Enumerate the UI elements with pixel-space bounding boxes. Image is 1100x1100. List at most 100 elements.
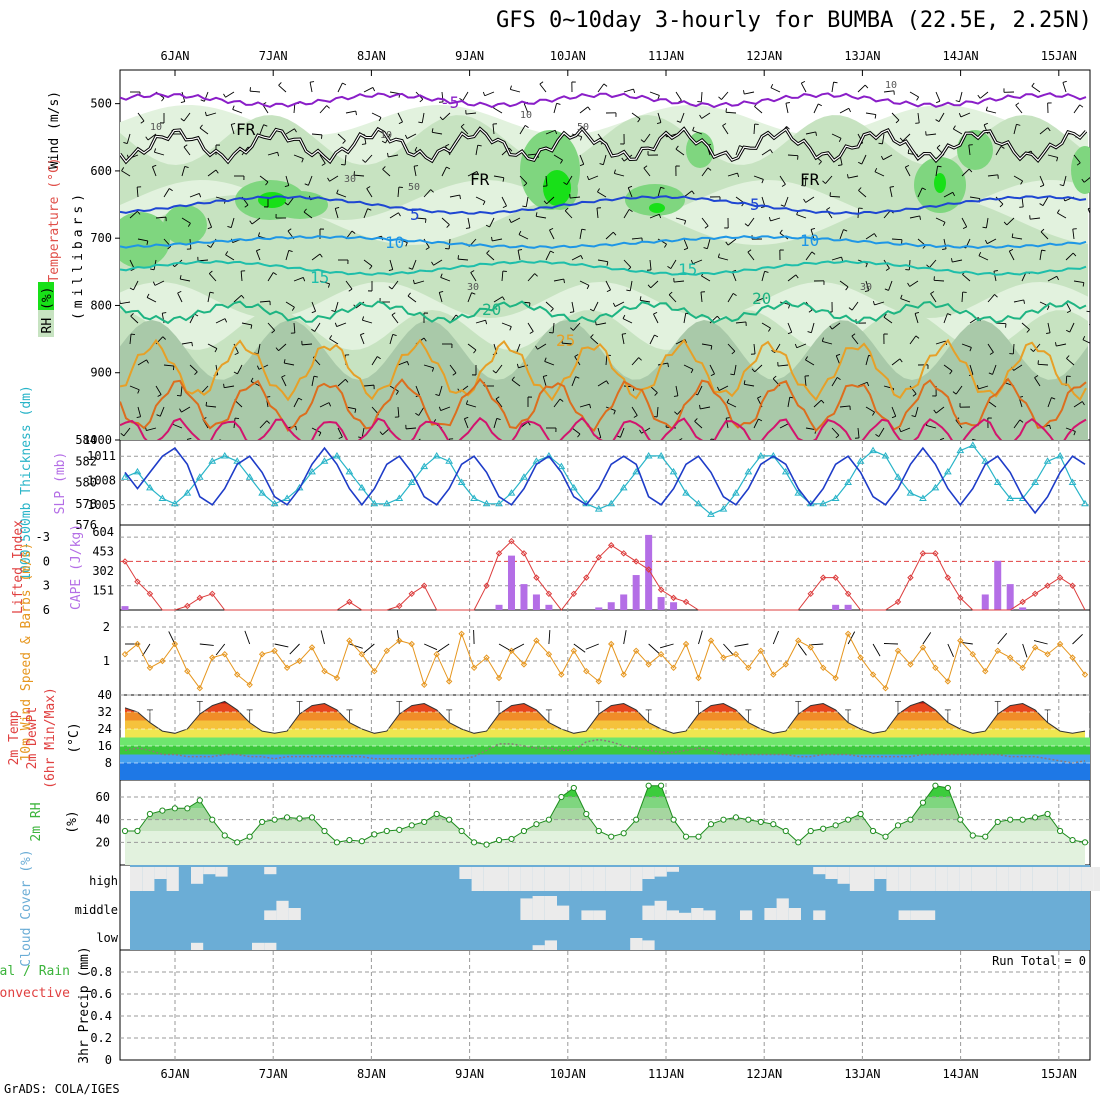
wind-barb-flag	[633, 88, 636, 94]
wind-barb	[1013, 299, 1024, 303]
wind-barb	[545, 301, 554, 310]
wind-barb-flag	[757, 395, 762, 399]
li-point	[184, 602, 191, 610]
rh-point	[732, 814, 740, 821]
wind-barb	[992, 364, 997, 375]
wind-barb	[423, 238, 430, 248]
top-day-label: 8JAN	[357, 49, 386, 63]
rh-point	[894, 822, 902, 829]
wind-barb	[722, 125, 729, 135]
rh-point	[645, 782, 652, 789]
wind-barb-flag	[404, 134, 408, 139]
wind-barb	[466, 112, 477, 115]
thickness-point	[557, 462, 566, 470]
thickness-point	[744, 467, 753, 475]
wind-barb	[493, 175, 504, 179]
rh-contour-label: 10	[885, 80, 897, 91]
wind-barb	[1092, 83, 1095, 92]
wind-barb-flag	[1003, 221, 1008, 226]
surface-wind-barb	[320, 630, 325, 645]
surface-wind-barb	[698, 630, 703, 645]
slp-axis-label: SLP (mb)	[53, 452, 68, 515]
wind-barb-flag	[1040, 228, 1045, 233]
wind-barb-flag	[398, 212, 401, 217]
wind-barb-flag	[249, 220, 253, 225]
wind-barb	[770, 217, 781, 222]
wind-barb	[311, 133, 323, 136]
temp-band	[125, 720, 1085, 729]
wind-barb	[1042, 196, 1049, 206]
wind-barb	[259, 420, 268, 429]
wind-barb	[796, 343, 807, 349]
wind-barb	[492, 124, 495, 135]
wind-barb	[199, 127, 209, 135]
wind-barb-flag	[161, 97, 165, 102]
wind-barb	[1083, 177, 1090, 183]
wind-barb	[154, 151, 165, 156]
wind-barb	[303, 211, 313, 219]
pressure-tick-label: 600	[90, 164, 112, 178]
wind-barb-flag	[177, 290, 182, 294]
rh-point	[982, 833, 989, 840]
wind-barb-flag	[1076, 162, 1081, 166]
wind-barb-flag	[518, 249, 523, 251]
thickness-point	[320, 457, 329, 464]
isotherm-label: 15	[310, 268, 329, 287]
wind-barb	[902, 133, 911, 142]
li-point	[495, 550, 503, 557]
wind-barb	[249, 90, 261, 93]
wind-barb-flag	[654, 334, 659, 338]
wind-speed-point	[832, 674, 839, 682]
rh-point	[458, 827, 465, 835]
wind-barb-flag	[511, 445, 512, 449]
cape-bar	[495, 604, 503, 610]
isotherm-label: -5	[440, 93, 459, 112]
cloud-mid-cell	[788, 908, 801, 920]
wind-barb-flag	[872, 300, 875, 306]
wind-barb	[511, 379, 521, 387]
wind-barb-flag	[613, 410, 616, 415]
wind-barb-flag	[1000, 145, 1005, 149]
surface-wind-barb	[947, 643, 954, 657]
wind-barb-flag	[452, 372, 457, 376]
rh-point	[146, 810, 154, 818]
wind-barb-flag	[560, 159, 563, 164]
cloud-high-cell	[935, 867, 948, 891]
wind-barb-flag	[743, 90, 745, 95]
wind-barb	[865, 233, 875, 240]
wind-barb	[181, 341, 192, 345]
wind-barb	[800, 82, 807, 93]
wind-barb	[978, 255, 989, 261]
rh-point	[408, 822, 415, 829]
li-point	[1031, 590, 1039, 598]
wind-barb	[883, 316, 893, 324]
li-point	[657, 586, 665, 593]
wind-barb	[735, 321, 746, 324]
wind-speed-point	[844, 630, 852, 638]
wind-barb	[353, 174, 365, 177]
wind-barb	[362, 319, 373, 324]
wind-speed-point	[209, 654, 216, 661]
wind-barb	[995, 196, 1004, 205]
thickness-point	[283, 494, 291, 501]
wind-barb	[163, 364, 174, 367]
cape-axis-label: CAPE (J/kg)	[69, 524, 84, 610]
wind-barb-flag	[348, 288, 353, 292]
wind-barb-flag	[233, 371, 238, 375]
wind-barb-flag	[496, 417, 501, 421]
wind-speed-point	[1019, 664, 1026, 672]
wind-barb	[701, 275, 711, 282]
wind-barb-flag	[1059, 184, 1064, 187]
wind-barb-flag	[626, 289, 631, 292]
wind-barb-flag	[589, 404, 592, 409]
wind-barb	[727, 293, 734, 303]
wind-barb-flag	[336, 189, 339, 194]
wind-barb-flag	[613, 169, 616, 174]
wind-barb	[293, 154, 304, 160]
isotherm-25	[120, 338, 1087, 402]
wind-barb	[961, 217, 968, 228]
wind-barb	[900, 427, 911, 433]
wind-barb-flag	[761, 179, 764, 184]
wind-speed-point	[583, 667, 590, 675]
wind-barb	[391, 314, 399, 324]
